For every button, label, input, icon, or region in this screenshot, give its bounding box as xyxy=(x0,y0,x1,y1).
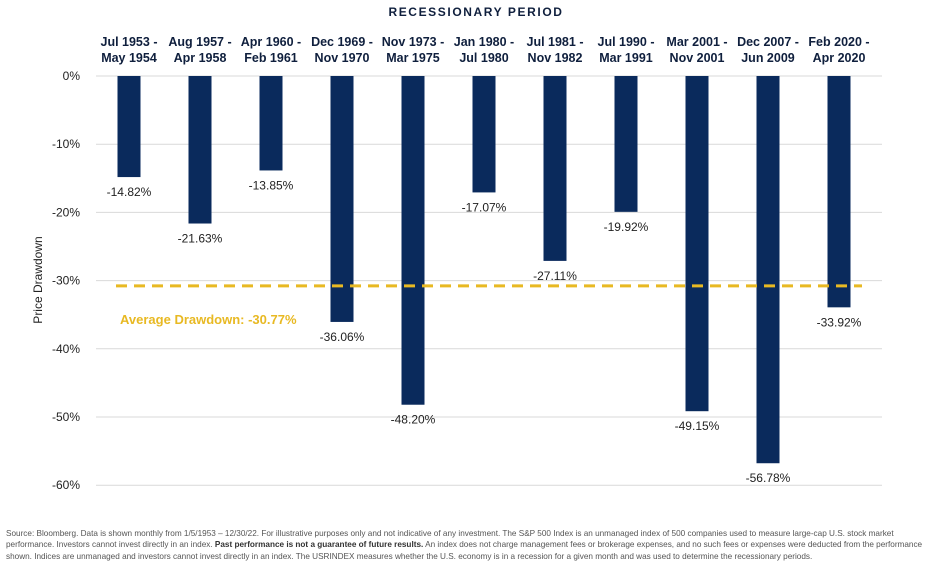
period-label-end: Nov 1970 xyxy=(315,51,370,65)
period-label-end: Apr 2020 xyxy=(813,51,866,65)
drawdown-value-label: -56.78% xyxy=(746,471,791,485)
drawdown-value-label: -27.11% xyxy=(533,269,577,283)
drawdown-bar xyxy=(756,76,780,464)
drawdown-bar xyxy=(614,76,638,212)
y-tick-label: -30% xyxy=(52,274,80,288)
period-label-end: Feb 1961 xyxy=(244,51,298,65)
drawdown-bar xyxy=(401,76,425,405)
period-label-start: Dec 2007 - xyxy=(737,35,799,49)
drawdown-value-label: -13.85% xyxy=(249,178,294,192)
y-tick-label: 0% xyxy=(63,69,81,83)
period-label-end: Mar 1991 xyxy=(599,51,653,65)
period-label-end: Apr 1958 xyxy=(174,51,227,65)
chart-title: RECESSIONARY PERIOD xyxy=(388,5,563,19)
period-label-end: May 1954 xyxy=(101,51,157,65)
drawdown-bar-chart: RECESSIONARY PERIOD Jul 1953 - May 1954 Au… xyxy=(31,5,882,492)
footnote-text-continued: An index does not charge management fees… xyxy=(6,540,923,561)
drawdown-bar xyxy=(685,76,709,412)
period-label-start: Mar 2001 - xyxy=(666,35,727,49)
period-label-start: Jul 1953 - xyxy=(101,35,158,49)
drawdown-bar xyxy=(259,76,283,171)
y-tick-label: -50% xyxy=(52,410,80,424)
y-tick-label: -20% xyxy=(52,205,80,219)
drawdown-value-label: -49.15% xyxy=(675,419,720,433)
drawdown-bar xyxy=(827,76,851,308)
average-drawdown-label: Average Drawdown: -30.77% xyxy=(120,312,297,327)
period-label-start: Jul 1990 - xyxy=(598,35,655,49)
drawdown-bar xyxy=(330,76,354,322)
period-label-start: Nov 1973 - xyxy=(382,35,445,49)
drawdown-bar xyxy=(543,76,567,261)
period-label-end: Jul 1980 xyxy=(459,51,508,65)
drawdown-bar xyxy=(472,76,496,193)
period-label-start: Jul 1981 - xyxy=(527,35,584,49)
period-label-start: Aug 1957 - xyxy=(168,35,231,49)
period-label-end: Nov 1982 xyxy=(528,51,583,65)
drawdown-value-label: -14.82% xyxy=(107,185,152,199)
period-label-start: Apr 1960 - xyxy=(241,35,301,49)
y-tick-label: -60% xyxy=(52,478,80,492)
period-label-start: Dec 1969 - xyxy=(311,35,373,49)
drawdown-value-label: -48.20% xyxy=(391,413,436,427)
drawdown-bar xyxy=(117,76,141,178)
drawdown-value-label: -36.06% xyxy=(320,330,365,344)
drawdown-value-label: -21.63% xyxy=(178,232,223,246)
period-label-end: Jun 2009 xyxy=(741,51,795,65)
drawdown-bar xyxy=(188,76,212,224)
period-label-end: Nov 2001 xyxy=(670,51,725,65)
footnote-text: Source: Bloomberg. Data is shown monthly… xyxy=(6,529,894,550)
y-tick-label: -40% xyxy=(52,342,80,356)
drawdown-value-label: -19.92% xyxy=(604,220,649,234)
y-axis-title: Price Drawdown xyxy=(31,236,45,323)
drawdown-value-label: -17.07% xyxy=(462,200,507,214)
source-footnote: Source: Bloomberg. Data is shown monthly… xyxy=(6,528,924,562)
period-label-start: Feb 2020 - xyxy=(808,35,869,49)
footnote-disclaimer: Past performance is not a guarantee of f… xyxy=(214,540,424,550)
period-label-end: Mar 1975 xyxy=(386,51,440,65)
y-tick-label: -10% xyxy=(52,137,80,151)
drawdown-value-label: -33.92% xyxy=(817,315,862,329)
period-label-start: Jan 1980 - xyxy=(454,35,514,49)
